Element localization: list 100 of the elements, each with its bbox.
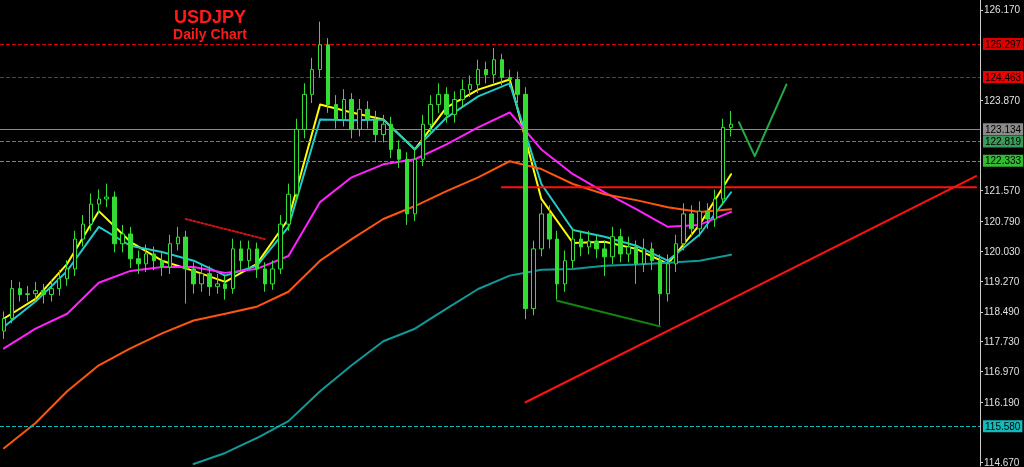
y-tick-label: 123.870	[984, 94, 1021, 106]
candlestick	[41, 283, 46, 305]
candlestick	[421, 114, 425, 167]
candlestick	[721, 118, 725, 206]
candlestick	[626, 236, 631, 263]
candlestick	[112, 190, 117, 253]
candlestick	[239, 240, 243, 271]
chart-title: USDJPY	[173, 7, 247, 27]
candlestick	[618, 228, 623, 263]
candlestick	[705, 202, 710, 230]
candlestick	[120, 224, 125, 253]
candlestick	[334, 94, 338, 130]
line-series	[192, 253, 733, 465]
candlestick	[452, 90, 457, 124]
candlestick	[33, 281, 38, 301]
candlestick	[587, 230, 591, 255]
candlestick	[144, 244, 148, 273]
candlestick	[10, 279, 14, 324]
candlestick	[602, 240, 607, 277]
ref-line-label: 125.297	[985, 38, 1022, 50]
candlestick	[207, 265, 212, 297]
candlestick	[689, 204, 694, 238]
candlestick	[25, 285, 30, 303]
ref-line-label: 115.580	[985, 420, 1021, 432]
candlestick	[365, 100, 370, 130]
line-series	[2, 160, 733, 450]
candlestick	[484, 61, 488, 84]
candlestick	[168, 234, 172, 275]
candlestick	[405, 151, 409, 226]
candlestick	[81, 214, 85, 248]
candlestick	[500, 53, 504, 86]
ref-line-label: 122.333	[985, 155, 1022, 167]
candlestick	[492, 47, 496, 84]
candlestick	[73, 230, 77, 277]
candlestick	[697, 200, 702, 238]
candlestick	[294, 118, 299, 202]
candlestick	[373, 110, 378, 143]
candlestick	[183, 230, 188, 305]
candlestick	[658, 253, 662, 326]
candlestick	[515, 71, 520, 104]
candlestick	[128, 226, 133, 269]
candlestick	[357, 98, 362, 137]
candlestick	[547, 204, 552, 249]
candlestick	[413, 149, 417, 222]
candlestick	[255, 242, 259, 279]
candlestick	[326, 37, 330, 114]
candlestick	[460, 78, 465, 108]
candlestick	[650, 242, 654, 271]
y-tick-label: 120.030	[984, 245, 1021, 257]
candlestick	[428, 94, 433, 134]
candlestick	[397, 139, 401, 169]
candlestick	[666, 253, 670, 303]
y-tick-label: 119.270	[984, 275, 1020, 287]
ref-line-label: 123.134	[985, 123, 1022, 135]
candlestick	[136, 249, 141, 275]
candlestick	[65, 259, 69, 287]
ref-line-label: 124.463	[985, 71, 1022, 83]
candlestick	[642, 238, 646, 273]
candlestick	[18, 281, 22, 303]
y-tick-label: 126.170	[984, 4, 1021, 16]
line-series	[2, 111, 733, 350]
candlestick	[310, 57, 314, 104]
candlestick	[634, 240, 638, 285]
ref-line-label: 122.819	[985, 136, 1022, 148]
candlestick	[381, 114, 386, 143]
y-tick-label: 117.730	[984, 336, 1020, 348]
candlestick	[713, 189, 717, 228]
candlestick	[389, 116, 393, 159]
candlestick	[57, 269, 61, 297]
candlestick	[302, 82, 307, 139]
candlestick	[610, 226, 615, 265]
y-tick-label: 120.790	[984, 215, 1021, 227]
candlestick	[318, 21, 322, 78]
candlestick	[563, 249, 567, 293]
candlestick	[278, 214, 283, 275]
y-tick-label: 121.570	[984, 185, 1021, 197]
candlestick	[539, 202, 544, 257]
candlestick	[286, 183, 291, 232]
candlestick	[523, 86, 528, 320]
candlestick	[97, 189, 101, 214]
candlestick	[176, 226, 180, 251]
candlestick	[191, 261, 196, 295]
candlestick	[199, 263, 204, 293]
candlestick	[555, 230, 559, 301]
candlestick	[223, 275, 227, 301]
candlestick	[263, 261, 267, 293]
y-tick-label: 118.490	[984, 306, 1020, 318]
candlestick	[247, 240, 251, 269]
candlestick	[579, 230, 583, 257]
y-tick-label: 116.970	[984, 366, 1020, 378]
candlestick	[342, 88, 346, 128]
candlestick	[215, 273, 220, 295]
candlestick	[49, 279, 54, 303]
candlestick	[270, 259, 275, 291]
candlestick	[468, 74, 472, 98]
candlestick	[531, 240, 536, 316]
candlestick	[104, 183, 109, 208]
candlestick	[349, 92, 354, 139]
candlestick	[681, 202, 686, 251]
candlestick	[594, 234, 599, 259]
